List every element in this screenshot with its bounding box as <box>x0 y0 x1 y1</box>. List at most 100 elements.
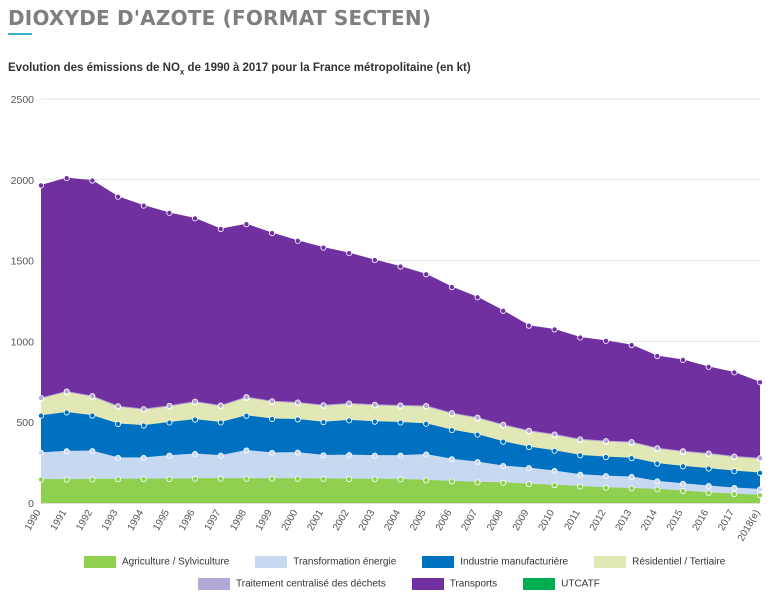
data-point <box>346 400 353 407</box>
data-point <box>423 477 430 484</box>
data-point <box>525 322 532 329</box>
data-point <box>166 419 173 426</box>
legend-swatch <box>523 578 556 590</box>
x-tick-label: 1995 <box>151 508 172 533</box>
title-underline <box>8 33 32 35</box>
legend-item[interactable]: Transformation énergie <box>255 556 396 568</box>
data-point <box>602 484 609 491</box>
data-point <box>602 454 609 461</box>
legend-item[interactable]: Traitement centralisé des déchets <box>198 578 386 590</box>
data-point <box>397 263 404 270</box>
data-point <box>628 455 635 462</box>
data-point <box>757 492 764 499</box>
data-point <box>448 410 455 417</box>
x-tick-label: 2007 <box>459 508 480 533</box>
legend-item[interactable]: Industrie manufacturière <box>422 556 568 568</box>
data-point <box>679 488 686 495</box>
data-point <box>63 388 70 395</box>
data-point <box>500 438 507 445</box>
legend-item[interactable]: Résidentiel / Tertiaire <box>594 556 725 568</box>
data-point <box>705 489 712 496</box>
data-point <box>89 412 96 419</box>
data-point <box>320 475 327 482</box>
x-tick-label: 2016 <box>691 508 712 533</box>
x-tick-label: 1997 <box>203 508 224 533</box>
data-point <box>38 476 45 483</box>
data-point <box>757 469 764 476</box>
x-tick-label: 2010 <box>537 508 558 533</box>
x-tick-label: 2009 <box>511 508 532 533</box>
data-point <box>166 209 173 216</box>
legend-swatch <box>84 556 116 568</box>
data-point <box>294 416 301 423</box>
data-point <box>217 475 224 482</box>
data-point <box>551 326 558 333</box>
data-point <box>705 450 712 457</box>
data-point <box>525 481 532 488</box>
data-point <box>371 401 378 408</box>
legend-label: Transports <box>449 578 498 590</box>
page-title: DIOXYDE D'AZOTE (FORMAT SECTEN) <box>8 6 432 30</box>
data-point <box>551 447 558 454</box>
data-point <box>217 419 224 426</box>
chart-title: Evolution des émissions de NOx de 1990 à… <box>8 62 471 76</box>
data-point <box>371 476 378 483</box>
data-point <box>115 454 122 461</box>
data-point <box>423 451 430 458</box>
x-tick-label: 2001 <box>305 508 326 533</box>
data-point <box>63 448 70 455</box>
area-series-5 <box>41 178 760 459</box>
data-point <box>140 454 147 461</box>
data-point <box>500 462 507 469</box>
x-tick-label: 1991 <box>49 508 70 533</box>
x-tick-label: 1990 <box>23 508 44 533</box>
legend-item[interactable]: UTCATF <box>523 578 600 590</box>
legend-label: Résidentiel / Tertiaire <box>632 556 726 568</box>
data-point <box>346 250 353 257</box>
legend-swatch <box>198 578 230 590</box>
data-point <box>654 460 661 467</box>
x-tick-label: 2006 <box>434 508 455 533</box>
legend-item[interactable]: Agriculture / Sylviculture <box>84 556 229 568</box>
data-point <box>500 479 507 486</box>
data-point <box>757 379 764 386</box>
data-point <box>654 445 661 452</box>
x-tick-label: 2014 <box>639 508 660 533</box>
data-point <box>320 244 327 251</box>
data-point <box>294 237 301 244</box>
data-point <box>115 403 122 410</box>
legend-swatch <box>594 556 627 568</box>
y-tick-label: 0 <box>28 498 34 510</box>
data-point <box>89 476 96 483</box>
data-point <box>731 468 738 475</box>
data-point <box>371 418 378 425</box>
y-tick-label: 2000 <box>11 175 35 187</box>
data-point <box>577 436 584 443</box>
data-point <box>192 451 199 458</box>
data-point <box>371 452 378 459</box>
data-point <box>628 342 635 349</box>
data-point <box>423 271 430 278</box>
legend-item[interactable]: Transports <box>411 578 498 590</box>
data-point <box>140 406 147 413</box>
data-point <box>63 409 70 416</box>
y-tick-label: 2500 <box>11 94 35 106</box>
data-point <box>192 215 199 222</box>
data-point <box>705 363 712 370</box>
data-point <box>705 483 712 490</box>
data-point <box>551 482 558 489</box>
data-point <box>731 491 738 498</box>
data-point <box>63 175 70 182</box>
data-point <box>577 483 584 490</box>
legend-swatch <box>255 556 288 568</box>
data-point <box>397 402 404 409</box>
data-point <box>243 221 250 228</box>
data-point <box>269 449 276 456</box>
data-point <box>89 448 96 455</box>
data-point <box>166 402 173 409</box>
data-point <box>371 257 378 264</box>
x-tick-label: 2005 <box>408 508 429 533</box>
x-tick-label: 2017 <box>716 508 737 533</box>
legend-swatch <box>411 578 444 590</box>
